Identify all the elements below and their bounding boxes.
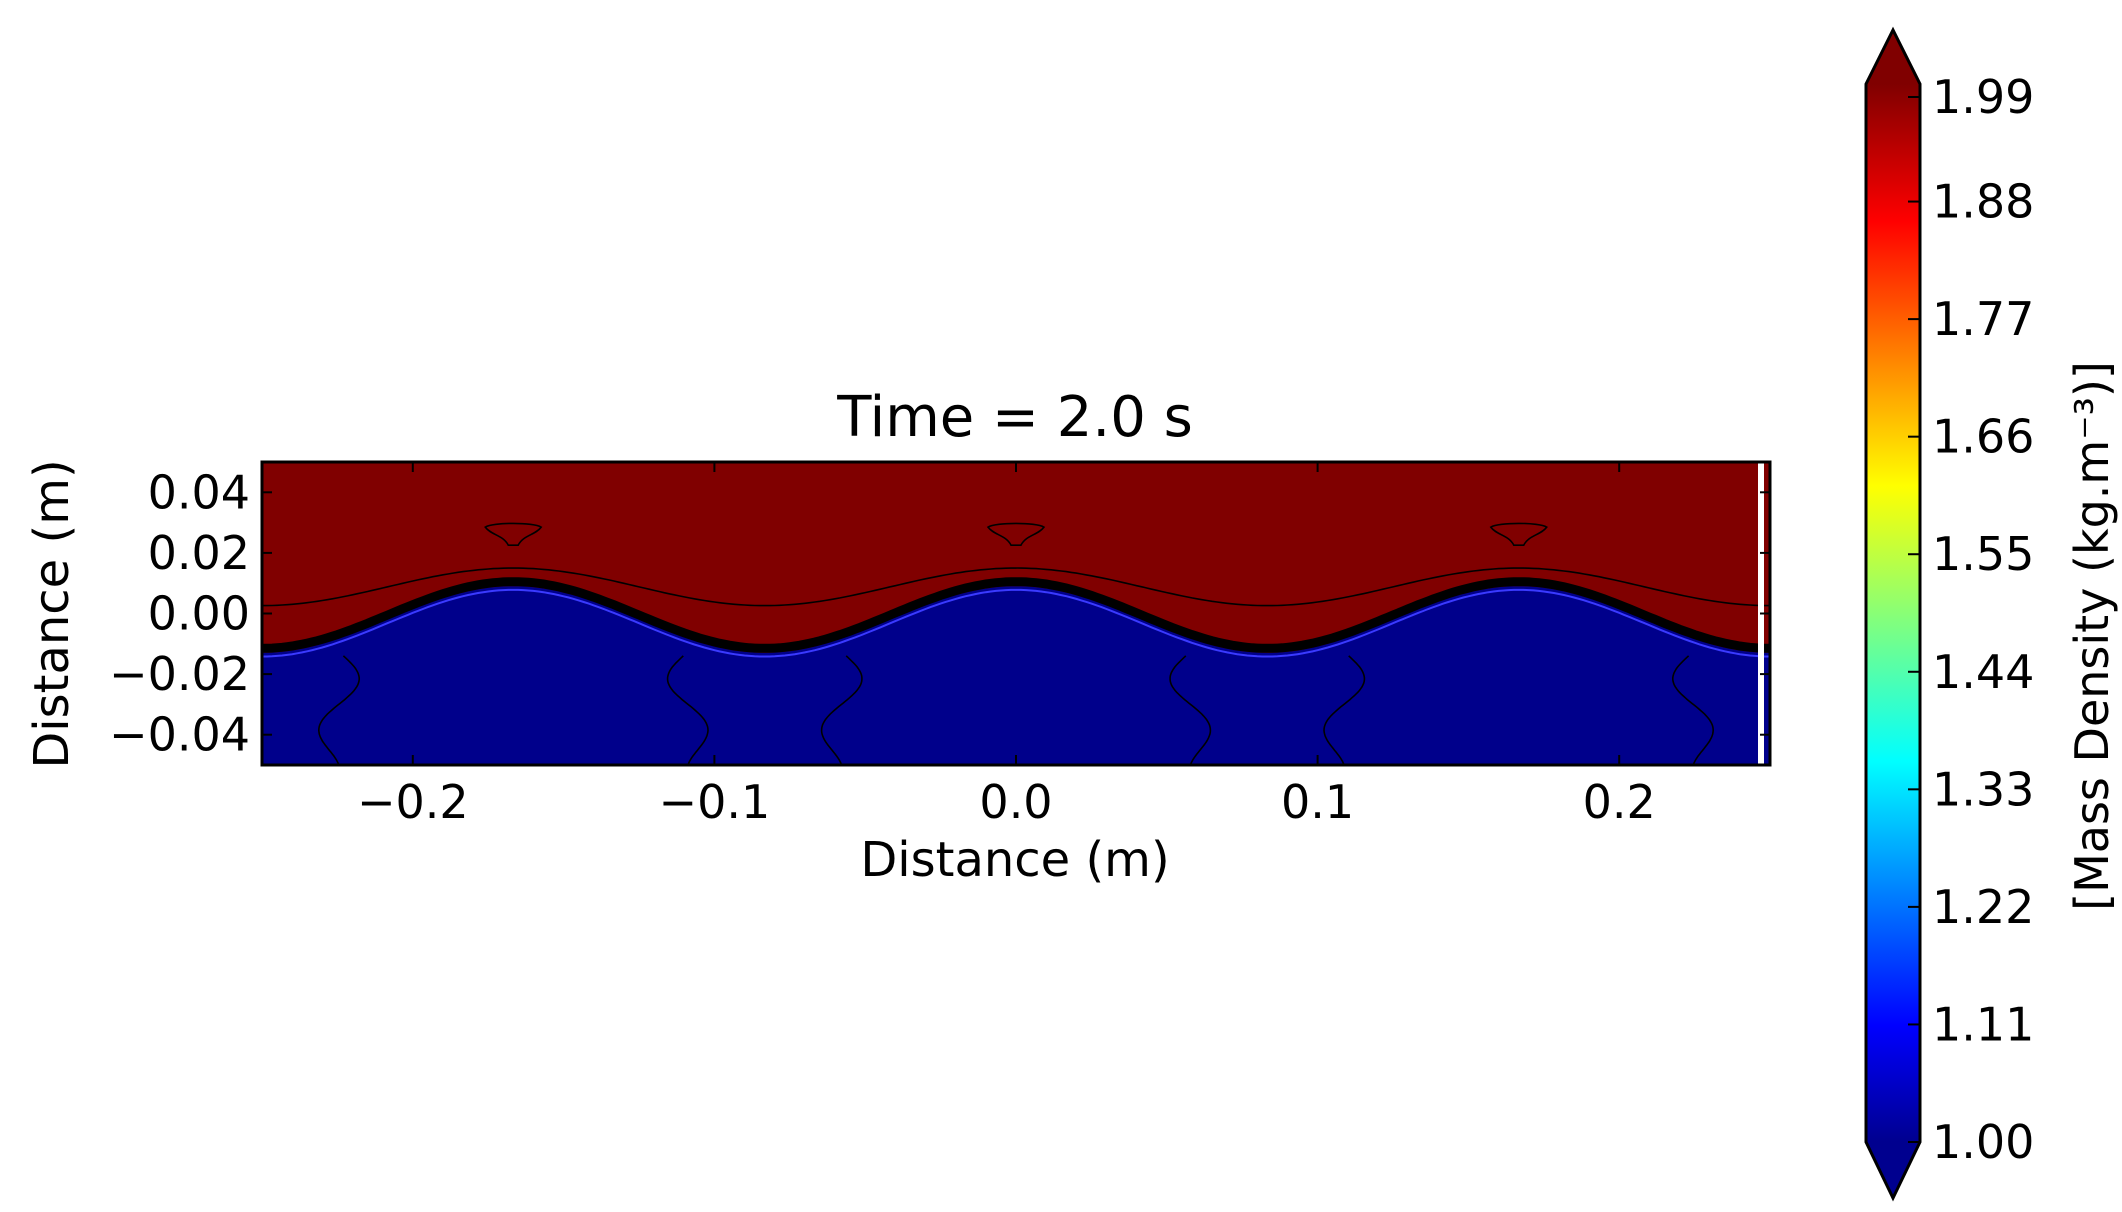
contour-blob [484,522,543,546]
contour-blob [1489,522,1548,546]
y-tick-label: 0.04 [148,465,250,519]
contour-wiggle [666,655,709,765]
colorbar: 1.00 1.11 1.22 1.33 1.44 1.55 1.66 1.77 1.88 1.99… [1864,26,2119,1202]
x-tick-label: 0.1 [1281,775,1354,829]
y-tick-label: −0.04 [109,708,250,762]
interface-blue-edge [262,588,1770,658]
colorbar-tick-label: 1.22 [1932,880,2034,934]
colorbar-extend-max [1866,30,1920,84]
density-contour-upper [262,567,1770,607]
x-axis: −0.2 −0.1 0.0 0.1 0.2 [357,462,1656,829]
contour-wiggle [1169,655,1212,765]
plot-area [262,462,1867,765]
density-contour-wiggles [317,655,1867,765]
density-contour-blobs [484,522,1548,546]
chart-title: Time = 2.0 s [836,385,1193,450]
y-tick-label: 0.00 [148,587,250,641]
colorbar-tick-label: 1.33 [1932,762,2034,816]
x-tick-label: 0.2 [1583,775,1656,829]
colorbar-tick-label: 1.88 [1932,175,2034,229]
contour-wiggle [317,655,360,765]
colorbar-tick-label: 1.11 [1932,997,2034,1051]
interface-band [262,577,1770,653]
contour-wiggle [1323,655,1366,765]
x-tick-label: −0.1 [659,775,771,829]
colorbar-tick-label: 1.66 [1932,410,2034,464]
colorbar-label: [Mass Density (kg.m⁻³)] [2065,361,2119,911]
x-axis-label: Distance (m) [860,832,1169,888]
contour-blob [986,522,1046,546]
colorbar-extend-min [1866,1142,1920,1198]
y-tick-label: 0.02 [148,526,250,580]
colorbar-tick-label: 1.99 [1932,70,2034,124]
contour-wiggle [820,655,863,765]
colorbar-ticks: 1.00 1.11 1.22 1.33 1.44 1.55 1.66 1.77 1.88 1.99 [1908,70,2034,1169]
y-tick-label: −0.02 [109,647,250,701]
lower-fluid-region [262,586,1770,765]
colorbar-tick-label: 1.77 [1932,292,2034,346]
colorbar-tick-label: 1.44 [1932,645,2034,699]
y-axis: 0.04 0.02 0.00 −0.02 −0.04 [109,465,1770,762]
x-tick-label: 0.0 [979,775,1052,829]
colorbar-tick-label: 1.00 [1932,1115,2034,1169]
x-tick-label: −0.2 [357,775,469,829]
contour-wiggle [1827,656,1867,765]
colorbar-body [1866,84,1920,1142]
colorbar-tick-label: 1.55 [1932,527,2034,581]
y-axis-label: Distance (m) [24,459,80,768]
contour-wiggle [1672,655,1715,765]
